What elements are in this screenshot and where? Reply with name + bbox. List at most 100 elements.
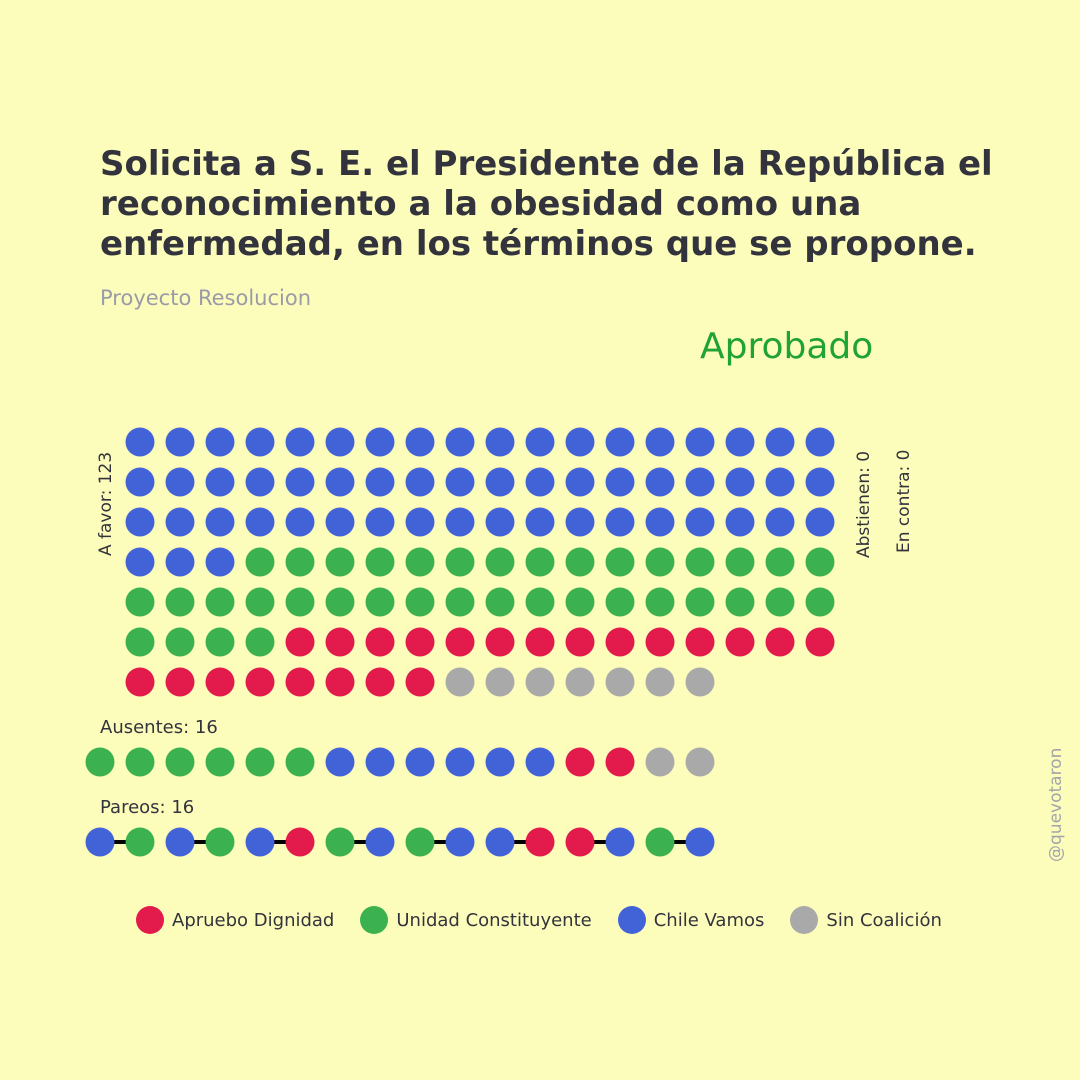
favor-dot-unidad xyxy=(565,547,595,577)
legend-item-apruebo: Apruebo Dignidad xyxy=(136,906,334,934)
pair-dot-chile xyxy=(245,827,275,857)
favor-dot-apruebo xyxy=(685,627,715,657)
favor-dot-unidad xyxy=(485,587,515,617)
favor-dot-chile xyxy=(205,427,235,457)
favor-dot-unidad xyxy=(605,587,635,617)
favor-dot-chile xyxy=(325,427,355,457)
favor-dot-unidad xyxy=(205,587,235,617)
favor-dot-unidad xyxy=(525,587,555,617)
absent-dot-sin xyxy=(645,747,675,777)
favor-dot-apruebo xyxy=(445,627,475,657)
favor-dot-unidad xyxy=(605,547,635,577)
vote-result: Aprobado xyxy=(700,326,874,367)
favor-dot-unidad xyxy=(685,547,715,577)
favor-dot-unidad xyxy=(365,547,395,577)
favor-dot-sin xyxy=(605,667,635,697)
favor-dot-chile xyxy=(325,467,355,497)
absent-dot-chile xyxy=(525,747,555,777)
favor-dot-chile xyxy=(405,507,435,537)
favor-dot-unidad xyxy=(125,627,155,657)
favor-dot-apruebo xyxy=(365,667,395,697)
favor-dot-sin xyxy=(685,667,715,697)
favor-dot-unidad xyxy=(245,627,275,657)
favor-dot-apruebo xyxy=(405,627,435,657)
favor-dot-chile xyxy=(645,467,675,497)
favor-dot-chile xyxy=(445,427,475,457)
favor-dot-sin xyxy=(525,667,555,697)
favor-dot-chile xyxy=(725,427,755,457)
favor-dot-chile xyxy=(245,427,275,457)
favor-dot-chile xyxy=(565,507,595,537)
favor-dot-apruebo xyxy=(125,667,155,697)
pair-dot-chile xyxy=(365,827,395,857)
favor-dot-unidad xyxy=(205,627,235,657)
favor-dot-chile xyxy=(765,467,795,497)
favor-dot-chile xyxy=(645,427,675,457)
favor-dot-unidad xyxy=(365,587,395,617)
favor-dot-unidad xyxy=(765,547,795,577)
legend-swatch-chile xyxy=(617,906,646,934)
favor-dot-chile xyxy=(325,507,355,537)
chart-subtitle: Proyecto Resolucion xyxy=(100,286,312,310)
favor-dot-chile xyxy=(285,467,315,497)
chart-title: Solicita a S. E. el Presidente de la Rep… xyxy=(100,144,993,264)
favor-dot-apruebo xyxy=(645,627,675,657)
pair-dot-chile xyxy=(685,827,715,857)
pair-dot-chile xyxy=(85,827,115,857)
favor-dot-apruebo xyxy=(285,627,315,657)
favor-dot-unidad xyxy=(485,547,515,577)
favor-dot-chile xyxy=(525,467,555,497)
favor-dot-chile xyxy=(445,467,475,497)
favor-dot-unidad xyxy=(525,547,555,577)
pair-dot-apruebo xyxy=(285,827,315,857)
absent-dot-unidad xyxy=(285,747,315,777)
pair-dot-unidad xyxy=(405,827,435,857)
favor-dot-sin xyxy=(565,667,595,697)
pair-dot-unidad xyxy=(205,827,235,857)
absent-dot-apruebo xyxy=(565,747,595,777)
legend-label-sin: Sin Coalición xyxy=(826,909,942,931)
pair-dot-chile xyxy=(165,827,195,857)
legend-item-sin: Sin Coalición xyxy=(790,906,942,934)
pair-dot-chile xyxy=(605,827,635,857)
favor-dot-chile xyxy=(285,427,315,457)
absent-dot-unidad xyxy=(125,747,155,777)
pair-dot-unidad xyxy=(645,827,675,857)
favor-dot-chile xyxy=(405,467,435,497)
favor-dot-sin xyxy=(485,667,515,697)
favor-dot-chile xyxy=(445,507,475,537)
favor-dot-chile xyxy=(165,507,195,537)
favor-dot-chile xyxy=(565,467,595,497)
absent-dot-sin xyxy=(685,747,715,777)
favor-dot-apruebo xyxy=(805,627,835,657)
favor-dot-apruebo xyxy=(325,667,355,697)
absent-dot-chile xyxy=(365,747,395,777)
favor-dot-chile xyxy=(365,427,395,457)
favor-dot-unidad xyxy=(245,587,275,617)
favor-dot-chile xyxy=(405,427,435,457)
absent-dot-chile xyxy=(445,747,475,777)
favor-dot-chile xyxy=(205,467,235,497)
favor-dot-chile xyxy=(805,467,835,497)
favor-dot-sin xyxy=(445,667,475,697)
absent-dot-chile xyxy=(485,747,515,777)
pair-dot-chile xyxy=(445,827,475,857)
favor-dot-chile xyxy=(125,507,155,537)
favor-dot-chile xyxy=(725,507,755,537)
favor-dot-unidad xyxy=(285,587,315,617)
favor-dot-unidad xyxy=(725,587,755,617)
favor-dot-unidad xyxy=(445,547,475,577)
favor-dot-unidad xyxy=(405,587,435,617)
favor-dot-chile xyxy=(245,467,275,497)
favor-dot-unidad xyxy=(165,587,195,617)
pair-dot-apruebo xyxy=(525,827,555,857)
favor-dot-chile xyxy=(125,547,155,577)
legend-item-chile: Chile Vamos xyxy=(617,906,764,934)
favor-dot-chile xyxy=(805,507,835,537)
pair-dot-chile xyxy=(485,827,515,857)
favor-dot-chile xyxy=(685,427,715,457)
favor-dot-chile xyxy=(685,507,715,537)
favor-dot-unidad xyxy=(245,547,275,577)
favor-dot-chile xyxy=(245,507,275,537)
favor-dot-chile xyxy=(285,507,315,537)
